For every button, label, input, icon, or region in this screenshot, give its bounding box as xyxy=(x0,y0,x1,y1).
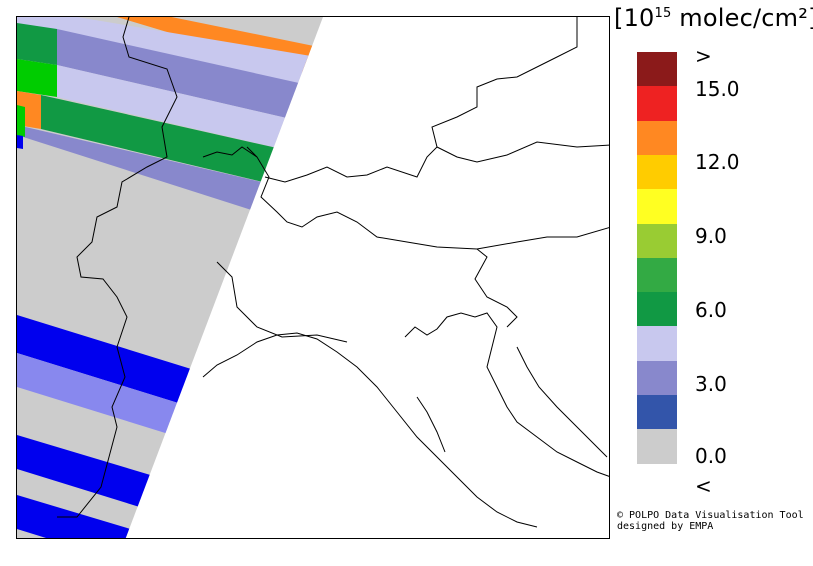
swath-band xyxy=(17,105,25,137)
satellite-swath xyxy=(17,17,323,538)
legend-swatch xyxy=(637,189,677,224)
legend-swatch xyxy=(637,154,677,190)
swath-band xyxy=(17,125,317,231)
legend-swatch xyxy=(637,326,677,362)
legend-label: 15.0 xyxy=(695,77,740,101)
credit-line-1: © POLPO Data Visualisation Tool xyxy=(617,510,804,521)
legend-label: 0.0 xyxy=(695,444,727,468)
legend-swatch xyxy=(637,86,677,122)
legend-label: 9.0 xyxy=(695,224,727,248)
swath-band xyxy=(41,95,317,195)
swath-band xyxy=(17,23,57,65)
swath-band xyxy=(17,353,217,449)
legend-swatch xyxy=(637,395,677,430)
coastlines xyxy=(202,312,609,528)
border-line xyxy=(216,261,348,343)
legend-swatch xyxy=(637,292,677,327)
legend-swatch xyxy=(637,120,677,156)
country-borders xyxy=(57,17,609,518)
legend-unit-title: [1015 molec/cm²] xyxy=(614,4,813,32)
legend-label: 6.0 xyxy=(695,298,727,322)
border-line xyxy=(202,146,258,158)
swath-band xyxy=(57,29,317,125)
legend-swatch xyxy=(637,223,677,259)
map-canvas xyxy=(17,17,609,538)
legend-label: 3.0 xyxy=(695,372,727,396)
swath-band xyxy=(17,315,217,415)
coastline xyxy=(202,332,538,528)
swath-band xyxy=(57,65,317,157)
border-line xyxy=(474,248,518,328)
coastline xyxy=(404,312,609,477)
legend-label: 12.0 xyxy=(695,150,740,174)
map-panel[interactable] xyxy=(16,16,610,539)
swath-band xyxy=(17,17,317,87)
coastline xyxy=(516,346,608,458)
border-line xyxy=(246,146,609,250)
legend-label: > xyxy=(695,44,712,68)
coastline xyxy=(416,396,446,453)
legend-swatch xyxy=(637,257,677,293)
border-line xyxy=(436,141,609,163)
swath-band xyxy=(17,495,217,538)
legend-swatch xyxy=(637,52,677,87)
legend-label: < xyxy=(695,474,712,498)
legend-swatch xyxy=(637,429,677,465)
border-line xyxy=(57,17,178,518)
credit-line-2: designed by EMPA xyxy=(617,521,714,532)
swath-band xyxy=(17,59,57,97)
legend-swatch xyxy=(637,360,677,396)
border-line xyxy=(264,17,578,183)
swath-band xyxy=(17,135,23,149)
